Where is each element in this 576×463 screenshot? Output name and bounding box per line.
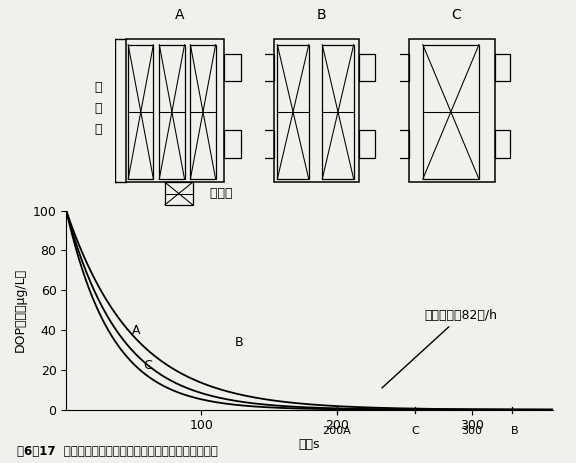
Bar xyxy=(410,38,495,182)
Bar xyxy=(322,44,354,179)
Bar xyxy=(495,54,510,81)
Text: 回
风
墙: 回 风 墙 xyxy=(94,81,102,136)
Bar xyxy=(165,182,192,205)
Bar xyxy=(258,54,274,81)
Bar xyxy=(274,38,359,182)
Text: C: C xyxy=(411,425,419,436)
Text: C: C xyxy=(143,359,151,372)
Bar xyxy=(359,54,375,81)
Bar xyxy=(159,44,184,179)
Bar xyxy=(393,54,410,81)
Bar xyxy=(224,130,241,158)
Text: A: A xyxy=(132,324,141,337)
Bar xyxy=(258,130,274,158)
Text: 静压箱: 静压箱 xyxy=(202,187,232,200)
Bar xyxy=(393,130,410,158)
Text: 300: 300 xyxy=(461,425,482,436)
X-axis label: 时间s: 时间s xyxy=(299,438,320,451)
Bar xyxy=(359,130,375,158)
Bar xyxy=(190,44,215,179)
Bar xyxy=(495,130,510,158)
Bar xyxy=(423,44,479,179)
Text: B: B xyxy=(235,336,244,349)
Text: B: B xyxy=(511,425,519,436)
Bar xyxy=(224,54,241,81)
Text: 200A: 200A xyxy=(322,425,351,436)
Text: 图6－17  送风口分布的影响（据上海医药设计院资料汇编）: 图6－17 送风口分布的影响（据上海医药设计院资料汇编） xyxy=(17,445,218,458)
Bar xyxy=(126,38,224,182)
Bar xyxy=(128,44,153,179)
Text: A: A xyxy=(175,8,185,22)
Y-axis label: DOP浓度（μg/L）: DOP浓度（μg/L） xyxy=(14,268,27,352)
Text: B: B xyxy=(316,8,326,22)
Bar xyxy=(277,44,309,179)
Text: 换气次数：82次/h: 换气次数：82次/h xyxy=(382,309,498,388)
Text: C: C xyxy=(452,8,461,22)
